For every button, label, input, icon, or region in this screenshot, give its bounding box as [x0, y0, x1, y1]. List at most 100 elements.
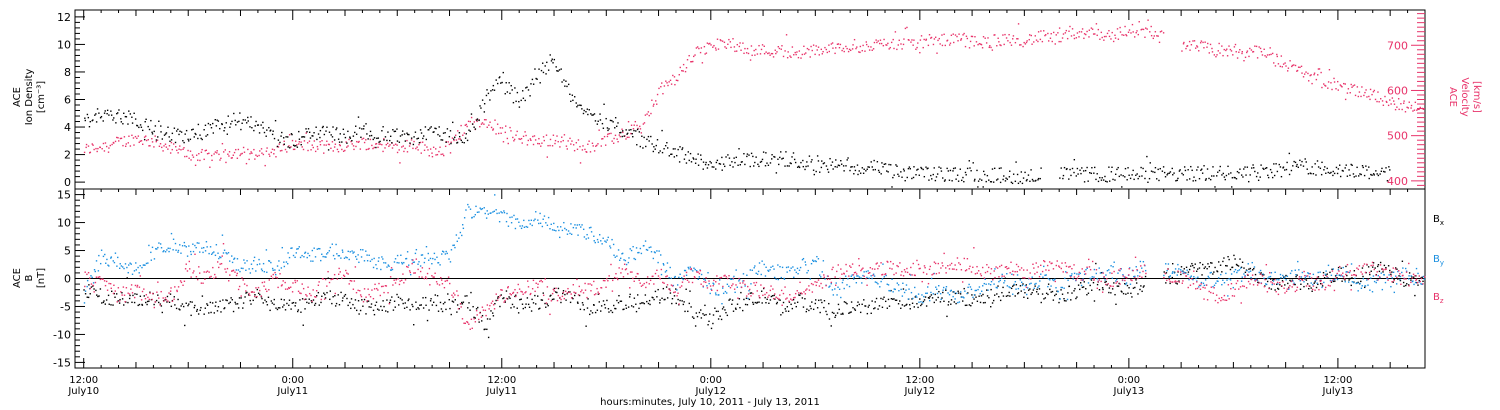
data-point	[517, 283, 519, 286]
data-point	[850, 301, 853, 303]
data-point	[668, 81, 670, 83]
data-point	[132, 137, 135, 139]
data-point	[946, 39, 949, 42]
data-point	[123, 136, 126, 138]
data-point	[212, 266, 214, 269]
data-point	[1254, 45, 1256, 47]
data-point	[247, 148, 249, 151]
data-point	[291, 291, 294, 293]
data-point	[242, 279, 244, 281]
data-point	[647, 111, 650, 113]
data-point	[136, 286, 138, 288]
data-point	[584, 282, 586, 285]
data-point	[830, 43, 833, 45]
data-point	[1022, 45, 1024, 48]
data-point	[1221, 45, 1223, 47]
data-point	[185, 302, 187, 304]
data-point	[1075, 175, 1077, 177]
data-point	[525, 225, 527, 228]
data-point	[607, 236, 609, 239]
data-point	[388, 302, 391, 305]
data-point	[982, 302, 985, 304]
data-point	[292, 148, 295, 151]
data-point	[1219, 264, 1222, 266]
data-point	[744, 283, 746, 286]
data-point	[396, 140, 399, 142]
data-point	[1068, 178, 1070, 180]
data-point	[725, 47, 728, 49]
data-point	[977, 288, 979, 291]
data-point	[619, 259, 621, 261]
data-point	[355, 291, 358, 294]
data-point	[391, 147, 394, 149]
data-point	[311, 301, 313, 304]
data-point	[1264, 167, 1267, 170]
data-point	[148, 298, 151, 301]
data-point	[656, 139, 659, 141]
data-point	[661, 297, 663, 299]
data-point	[825, 310, 827, 313]
data-point	[949, 169, 952, 172]
data-point	[192, 250, 195, 253]
data-point	[273, 149, 276, 151]
data-point	[366, 260, 369, 262]
data-point	[224, 149, 227, 151]
data-point	[434, 127, 436, 129]
data-point	[1369, 273, 1371, 276]
data-point	[101, 302, 103, 304]
data-point	[423, 277, 426, 280]
data-point	[492, 84, 495, 87]
data-point	[625, 129, 627, 131]
data-point	[1049, 288, 1051, 291]
data-point	[752, 301, 754, 304]
data-point	[531, 288, 534, 290]
data-point	[1216, 270, 1219, 273]
data-point	[1349, 277, 1351, 280]
data-point	[478, 318, 480, 321]
data-point	[274, 271, 276, 274]
data-point	[133, 144, 135, 146]
data-point	[500, 211, 502, 213]
data-point	[1414, 281, 1417, 284]
data-point	[1213, 284, 1216, 287]
data-point	[351, 250, 353, 252]
data-point	[524, 292, 526, 294]
data-point	[542, 71, 545, 74]
data-point	[749, 59, 752, 61]
data-point	[385, 310, 387, 312]
data-point	[407, 299, 409, 302]
data-point	[973, 298, 975, 300]
data-point	[1282, 63, 1285, 65]
data-point	[99, 146, 101, 149]
data-point	[960, 296, 963, 298]
data-point	[128, 135, 130, 137]
data-point	[1397, 278, 1399, 280]
data-point	[847, 278, 849, 280]
data-point	[1334, 275, 1337, 277]
data-point	[1232, 54, 1234, 56]
data-point	[244, 262, 246, 264]
data-point	[848, 312, 850, 314]
data-point	[231, 255, 233, 257]
data-point	[283, 304, 285, 306]
data-point	[220, 157, 222, 160]
data-point	[867, 306, 869, 308]
data-point	[1171, 276, 1173, 279]
data-point	[672, 284, 675, 287]
data-point	[1001, 291, 1003, 294]
data-point	[461, 318, 464, 320]
data-point	[242, 302, 245, 304]
data-point	[334, 295, 336, 297]
data-point	[111, 290, 113, 293]
data-point	[726, 314, 729, 317]
data-point	[604, 307, 607, 309]
data-point	[173, 298, 175, 300]
data-point	[640, 285, 643, 287]
data-point	[225, 122, 227, 124]
data-point	[1278, 279, 1280, 281]
data-point	[590, 290, 592, 292]
data-point	[454, 294, 456, 296]
data-point	[554, 142, 556, 145]
data-point	[450, 142, 452, 145]
data-point	[136, 137, 138, 140]
